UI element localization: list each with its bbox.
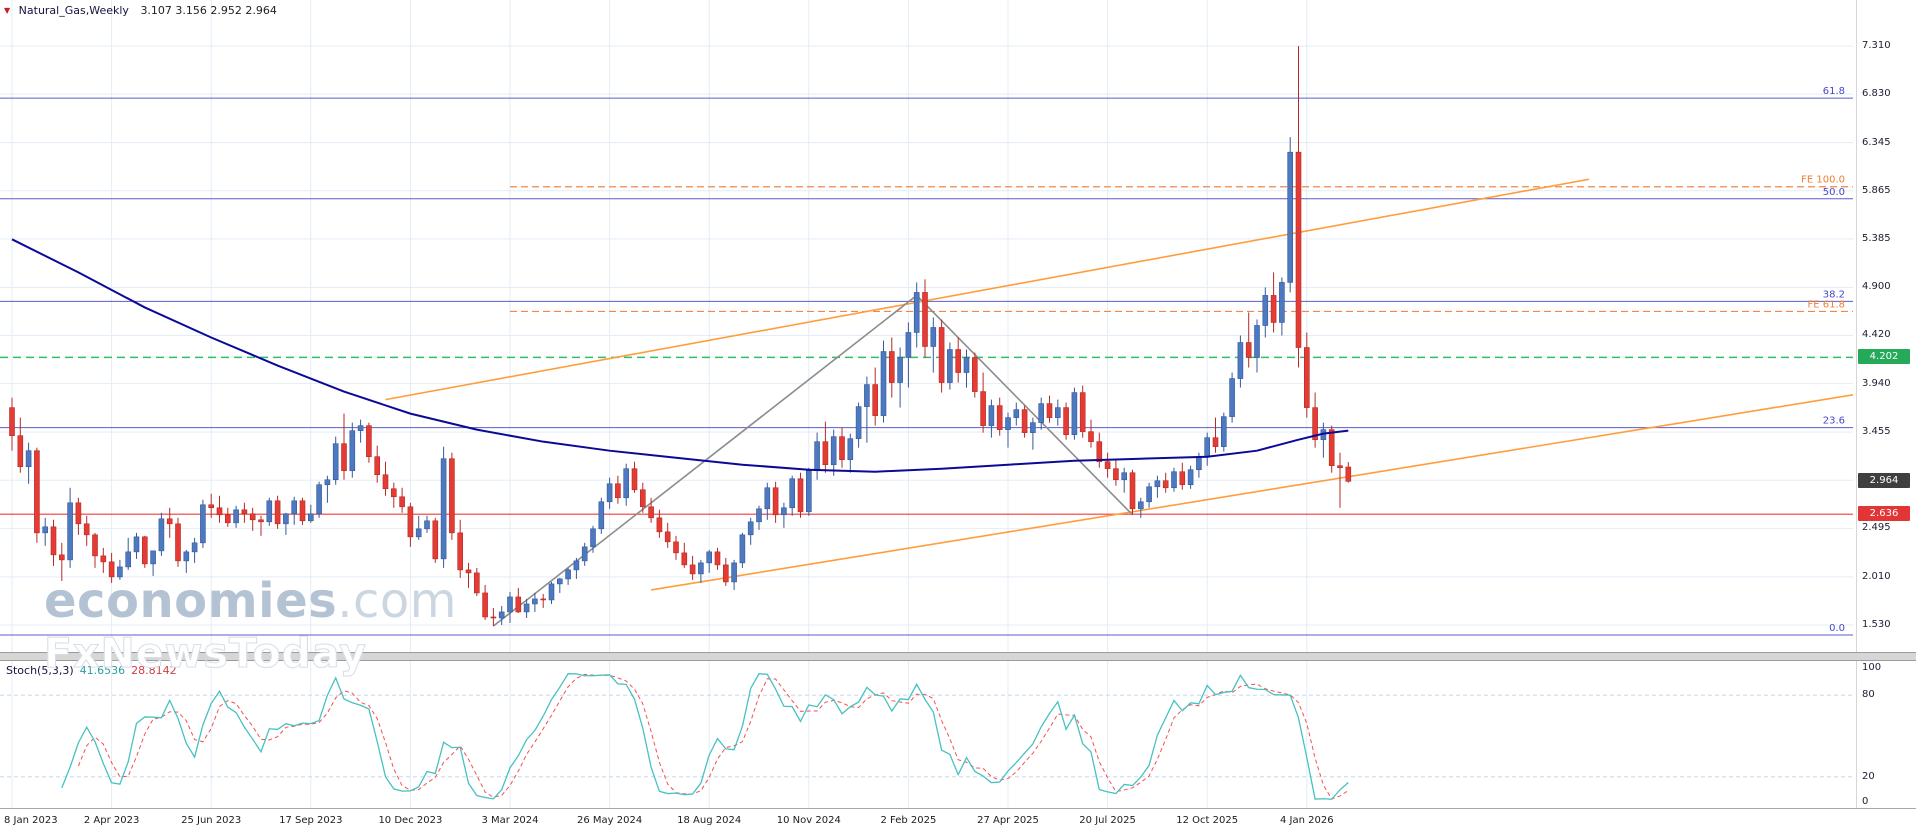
price-tick-label: 3.455 bbox=[1862, 426, 1891, 438]
zigzag-lines bbox=[492, 294, 1134, 627]
time-axis[interactable]: 8 Jan 2023 2 Apr 2023 25 Jun 2023 17 Sep 20… bbox=[0, 808, 1916, 840]
date-label: 25 Jun 2023 bbox=[181, 815, 242, 826]
svg-text:50.0: 50.0 bbox=[1823, 187, 1845, 198]
price-tick-label: 5.385 bbox=[1862, 232, 1891, 244]
moving-average-line bbox=[11, 238, 1349, 473]
date-label: 17 Sep 2023 bbox=[279, 815, 343, 826]
price-badge: 2.964 bbox=[1858, 473, 1910, 489]
svg-text:38.2: 38.2 bbox=[1823, 289, 1845, 300]
price-tick-label: 4.420 bbox=[1862, 329, 1891, 341]
price-chart-svg: 61.8 50.0 38.2 23.6 0.0 FE 100.0 FE 61.8 bbox=[0, 0, 1853, 652]
date-label: 4 Jan 2026 bbox=[1280, 815, 1334, 826]
stoch-scale-label: 0 bbox=[1862, 796, 1869, 807]
stoch-grid-layer bbox=[0, 661, 1853, 808]
date-label: 12 Oct 2025 bbox=[1176, 815, 1239, 826]
price-tick-label: 5.865 bbox=[1862, 184, 1891, 196]
stochastic-svg bbox=[0, 661, 1853, 808]
symbol-ohlc-bar: ▼ Natural_Gas,Weekly 3.107 3.156 2.952 2… bbox=[4, 4, 277, 17]
date-label: 27 Apr 2025 bbox=[977, 815, 1039, 826]
symbol-name: Natural_Gas,Weekly bbox=[18, 4, 129, 17]
stoch-main-line bbox=[61, 673, 1349, 800]
fibonacci-expansion-levels: FE 100.0 FE 61.8 bbox=[510, 175, 1853, 313]
svg-text:FE 100.0: FE 100.0 bbox=[1801, 175, 1845, 186]
stoch-signal-value: 28.8142 bbox=[131, 664, 177, 677]
price-tick-label: 7.310 bbox=[1862, 40, 1891, 51]
panel-resize-separator[interactable] bbox=[0, 652, 1916, 661]
date-label: 2 Feb 2025 bbox=[880, 815, 937, 826]
price-level-lines bbox=[0, 356, 1853, 515]
price-axis[interactable]: 7.310 6.830 6.345 5.865 5.385 4.900 4.420 3.940… bbox=[1856, 0, 1916, 652]
stoch-scale-label: 100 bbox=[1862, 662, 1882, 673]
svg-text:23.6: 23.6 bbox=[1823, 416, 1845, 427]
stoch-scale-axis[interactable]: 100 80 20 0 bbox=[1856, 661, 1916, 808]
stoch-scale-label: 20 bbox=[1862, 770, 1875, 782]
channel-trendlines bbox=[385, 178, 1853, 591]
date-label: 26 May 2024 bbox=[576, 815, 643, 826]
candles-layer bbox=[9, 46, 1352, 626]
grid-layer bbox=[0, 0, 1853, 652]
date-label: 10 Dec 2023 bbox=[378, 815, 443, 826]
ohlc-readout: 3.107 3.156 2.952 2.964 bbox=[140, 4, 277, 17]
stoch-signal-line bbox=[77, 673, 1349, 800]
svg-text:FE 61.8: FE 61.8 bbox=[1807, 299, 1845, 310]
price-tick-label: 2.010 bbox=[1862, 570, 1891, 582]
price-tick-label: 2.495 bbox=[1862, 522, 1891, 534]
price-badge: 4.202 bbox=[1858, 349, 1910, 365]
price-tick-label: 6.830 bbox=[1862, 88, 1891, 100]
date-label: 2 Apr 2023 bbox=[83, 815, 140, 826]
symbol-dropdown-triangle-icon[interactable]: ▼ bbox=[4, 6, 11, 15]
stoch-indicator-label: Stoch(5,3,3) 41.6536 28.8142 bbox=[6, 664, 177, 677]
price-tick-label: 1.530 bbox=[1862, 618, 1891, 630]
svg-text:0.0: 0.0 bbox=[1829, 623, 1845, 634]
date-label: 20 Jul 2025 bbox=[1079, 815, 1136, 826]
price-tick-label: 4.900 bbox=[1862, 281, 1891, 293]
stochastic-panel[interactable]: Stoch(5,3,3) 41.6536 28.8142 bbox=[0, 661, 1853, 808]
price-tick-label: 6.345 bbox=[1862, 136, 1891, 148]
date-label: 18 Aug 2024 bbox=[677, 815, 742, 826]
fibonacci-levels: 61.8 50.0 38.2 23.6 0.0 bbox=[0, 86, 1853, 636]
stoch-main-value: 41.6536 bbox=[79, 664, 126, 677]
price-badge: 2.636 bbox=[1858, 506, 1910, 522]
stoch-name: Stoch(5,3,3) bbox=[6, 664, 74, 677]
date-label: 3 Mar 2024 bbox=[481, 815, 539, 826]
main-chart-area[interactable]: 61.8 50.0 38.2 23.6 0.0 FE 100.0 FE 61.8 bbox=[0, 0, 1853, 652]
date-label: 10 Nov 2024 bbox=[776, 815, 841, 826]
svg-text:61.8: 61.8 bbox=[1823, 86, 1845, 97]
date-label: 8 Jan 2023 bbox=[4, 815, 58, 826]
price-tick-label: 3.940 bbox=[1862, 377, 1891, 389]
stoch-scale-label: 80 bbox=[1862, 689, 1875, 701]
